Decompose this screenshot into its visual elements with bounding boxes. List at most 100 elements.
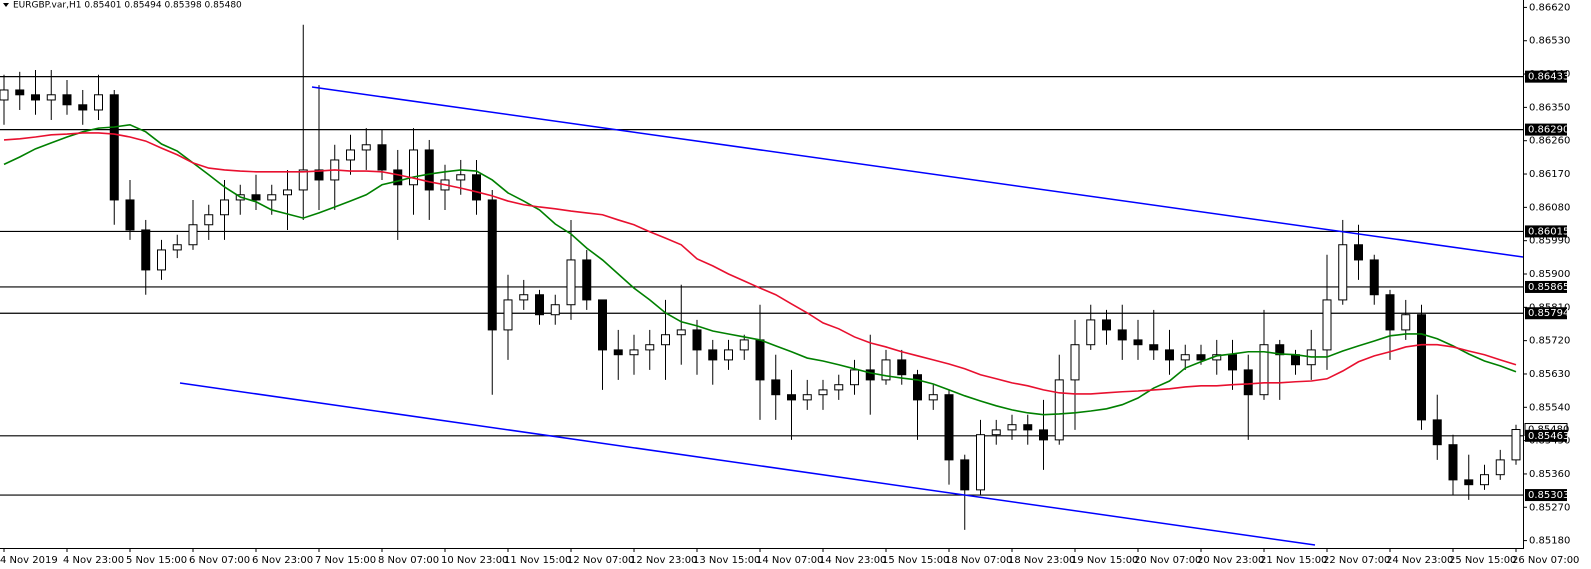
- candle-body: [393, 169, 403, 186]
- level-label: 0.85303: [1528, 490, 1569, 501]
- chart-title: EURGBP.var,H1 0.85401 0.85494 0.85398 0.…: [13, 1, 242, 11]
- x-tick-label: 12 Nov 23:00: [630, 555, 697, 566]
- x-tick-label: 7 Nov 15:00: [315, 555, 376, 566]
- candle-body: [976, 434, 985, 491]
- candle-body: [991, 429, 1001, 436]
- y-tick-label: 0.85540: [1529, 402, 1570, 413]
- y-tick-label: 0.86530: [1529, 36, 1570, 47]
- candle-body: [739, 339, 749, 351]
- candle-body: [1417, 314, 1426, 421]
- candle-body: [1086, 319, 1096, 346]
- candle-body: [1243, 369, 1253, 396]
- candle-body: [1259, 344, 1269, 396]
- candle-body: [46, 94, 56, 101]
- x-tick-label: 10 Nov 23:00: [441, 555, 508, 566]
- candle-body: [361, 144, 371, 151]
- candle-body: [944, 394, 954, 461]
- candle-body: [472, 174, 481, 201]
- candle-body: [661, 334, 670, 346]
- candle-body: [582, 259, 592, 301]
- level-label: 0.86433: [1528, 72, 1569, 83]
- candle-body: [1432, 419, 1442, 446]
- x-tick-label: 5 Nov 15:00: [126, 555, 187, 566]
- candle-body: [377, 144, 387, 171]
- candle-body: [724, 349, 733, 361]
- candle-body: [409, 149, 418, 186]
- candle-body: [1149, 344, 1159, 351]
- level-label-box: [1525, 70, 1567, 83]
- candle-body: [1102, 319, 1111, 331]
- candle-body: [1322, 299, 1332, 351]
- candle-body: [566, 259, 576, 306]
- y-tick-label: 0.85990: [1529, 236, 1570, 247]
- candle-body: [1369, 259, 1379, 296]
- candle-body: [613, 349, 623, 356]
- level-label-box: [1525, 307, 1567, 320]
- candle-body: [1117, 329, 1127, 341]
- candle-body: [771, 379, 781, 396]
- candle-body: [645, 344, 655, 351]
- candle-body: [755, 339, 765, 381]
- x-tick-label: 18 Nov 07:00: [945, 555, 1012, 566]
- y-tick-label: 0.86080: [1529, 202, 1570, 213]
- candle-body: [487, 199, 497, 331]
- level-label: 0.85463: [1528, 431, 1569, 442]
- candle-body: [1385, 294, 1395, 331]
- candle-body: [692, 329, 702, 351]
- x-tick-label: 25 Nov 15:00: [1449, 555, 1516, 566]
- level-label-box: [1525, 225, 1567, 238]
- candle-body: [267, 194, 277, 201]
- x-tick-label: 4 Nov 2019: [0, 555, 58, 566]
- plot-area: [0, 24, 1523, 530]
- x-tick-label: 8 Nov 07:00: [378, 555, 439, 566]
- candle-body: [503, 299, 513, 331]
- level-label-box: [1525, 429, 1567, 442]
- candle-body: [598, 299, 607, 351]
- candle-body: [1354, 244, 1363, 261]
- x-tick-label: 22 Nov 07:00: [1323, 555, 1390, 566]
- candle-body: [314, 169, 324, 181]
- candle-body: [1070, 344, 1080, 381]
- candle-body: [960, 459, 970, 491]
- candle-body: [818, 389, 828, 396]
- level-label: 0.85794: [1528, 308, 1569, 319]
- candle-body: [850, 369, 859, 386]
- x-tick-label: 20 Nov 23:00: [1197, 555, 1264, 566]
- moving-average: [3, 132, 1517, 395]
- y-tick-label: 0.85900: [1529, 269, 1570, 280]
- y-tick-label: 0.85720: [1529, 336, 1570, 347]
- y-tick-label: 0.85630: [1529, 369, 1570, 380]
- candle-body: [157, 249, 166, 271]
- candle-body: [283, 189, 292, 196]
- x-tick-label: 14 Nov 07:00: [756, 555, 823, 566]
- level-label-box: [1525, 123, 1567, 136]
- candle-body: [1495, 459, 1505, 476]
- candle-body: [1464, 479, 1474, 486]
- menu-arrow: [3, 3, 9, 7]
- candle-body: [629, 349, 639, 356]
- candle-body: [676, 329, 686, 336]
- candle-body: [1054, 379, 1064, 441]
- x-tick-label: 26 Nov 07:00: [1512, 555, 1579, 566]
- candle-body: [1180, 354, 1190, 361]
- candle-body: [15, 89, 25, 96]
- candle-body: [1480, 474, 1489, 486]
- x-tick-label: 19 Nov 15:00: [1071, 555, 1138, 566]
- candle-body: [834, 384, 844, 391]
- x-tick-label: 15 Nov 15:00: [882, 555, 949, 566]
- candle-body: [550, 304, 560, 316]
- candle-body: [220, 199, 229, 216]
- candle-body: [865, 369, 875, 381]
- y-tick-label: 0.86620: [1529, 2, 1570, 13]
- candle-body: [1196, 354, 1206, 361]
- x-tick-label: 6 Nov 23:00: [252, 555, 313, 566]
- candle-body: [881, 359, 891, 381]
- candle-body: [172, 244, 182, 251]
- candle-body: [346, 149, 355, 161]
- candle-body: [1007, 424, 1017, 431]
- candle-body: [802, 394, 812, 401]
- candle-body: [141, 229, 151, 271]
